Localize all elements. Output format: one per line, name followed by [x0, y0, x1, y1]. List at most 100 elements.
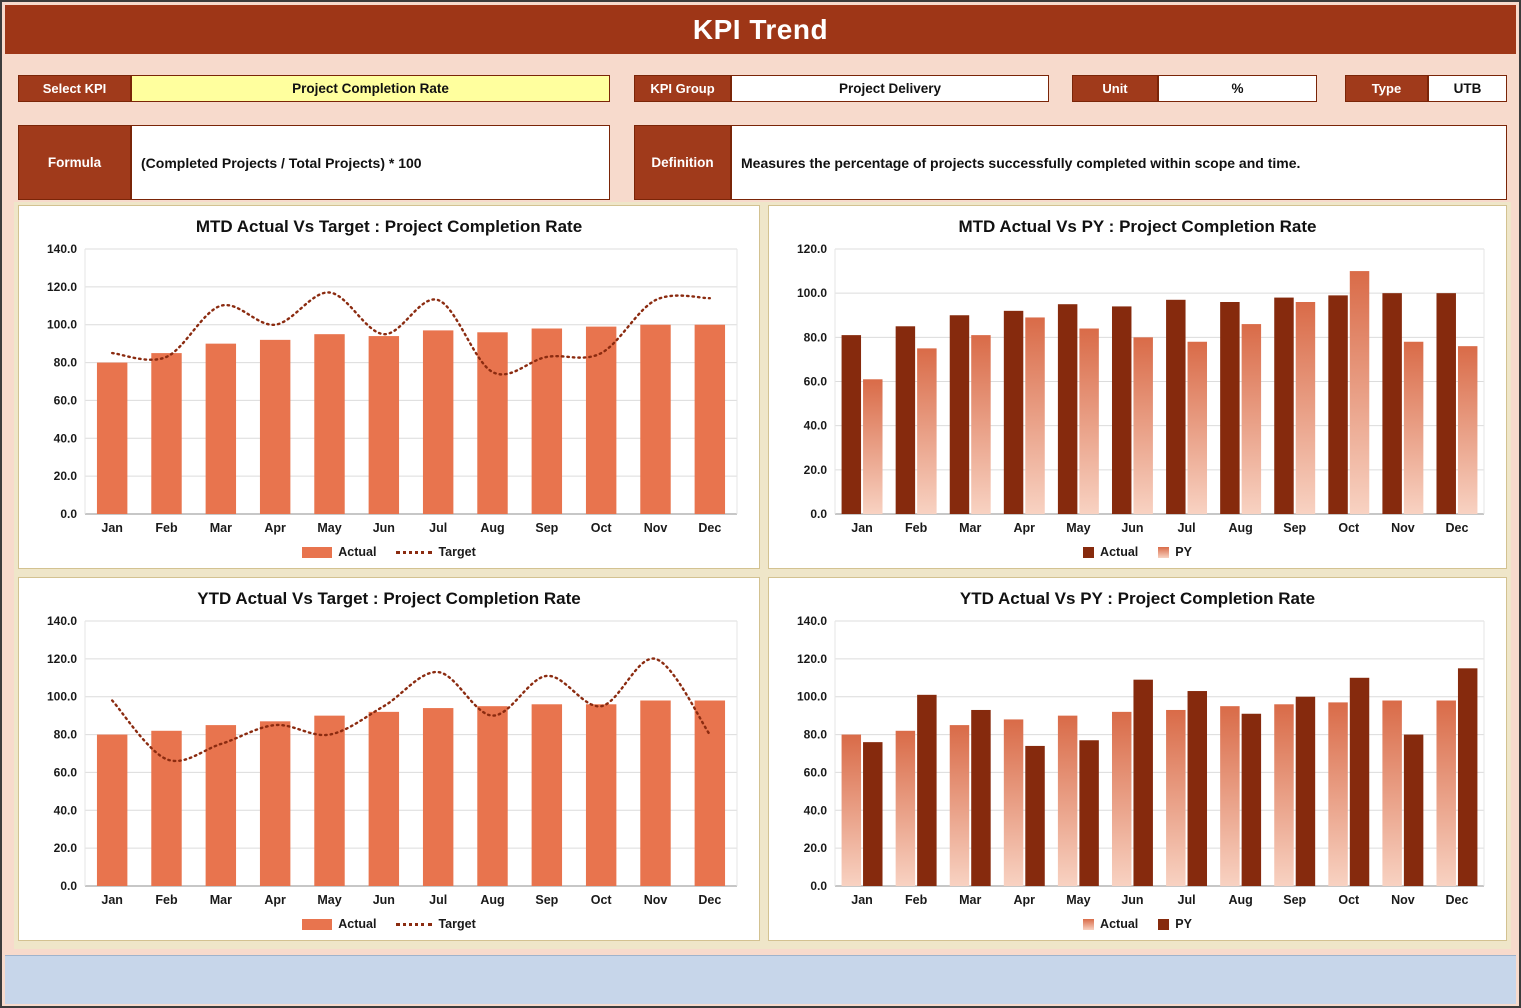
legend-item-actual: Actual [1083, 917, 1138, 931]
legend-item-py: PY [1158, 917, 1192, 931]
select-kpi-label: Select KPI [18, 75, 131, 102]
legend-item-target: Target [396, 917, 476, 931]
svg-text:60.0: 60.0 [54, 393, 78, 407]
formula-value: (Completed Projects / Total Projects) * … [131, 125, 610, 200]
svg-text:100.0: 100.0 [797, 690, 827, 704]
legend-target-line-swatch [396, 922, 433, 926]
svg-text:Sep: Sep [535, 893, 558, 907]
select-kpi-dropdown[interactable]: Project Completion Rate [131, 75, 610, 102]
legend-bar-swatch [1083, 918, 1095, 930]
svg-text:Oct: Oct [1338, 893, 1360, 907]
svg-text:Aug: Aug [1228, 521, 1252, 535]
svg-text:Feb: Feb [155, 893, 178, 907]
svg-text:May: May [317, 521, 341, 535]
legend-item-actual: Actual [302, 545, 376, 559]
svg-text:Mar: Mar [959, 521, 981, 535]
legend-bar-swatch [302, 918, 333, 930]
svg-text:120.0: 120.0 [797, 242, 827, 256]
svg-text:40.0: 40.0 [54, 803, 78, 817]
svg-text:100.0: 100.0 [47, 318, 77, 332]
svg-text:60.0: 60.0 [804, 765, 828, 779]
chart-title-ytd-py: YTD Actual Vs PY : Project Completion Ra… [959, 589, 1316, 608]
svg-text:Nov: Nov [644, 893, 668, 907]
svg-text:Nov: Nov [644, 521, 668, 535]
svg-text:Nov: Nov [1391, 893, 1415, 907]
chart-title-ytd-target: YTD Actual Vs Target : Project Completio… [197, 589, 581, 608]
type-value: UTB [1428, 75, 1507, 102]
svg-text:Aug: Aug [480, 893, 504, 907]
svg-text:Mar: Mar [210, 521, 232, 535]
legend-item-actual: Actual [302, 917, 376, 931]
svg-text:Oct: Oct [1338, 521, 1360, 535]
svg-text:20.0: 20.0 [804, 841, 828, 855]
svg-text:Jan: Jan [101, 893, 123, 907]
ytd-actual-vs-target-chart: 0.0 20.0 40.0 60.0 80.0 100.0 120.0 140.0 Jan Feb… [47, 614, 738, 907]
svg-text:Apr: Apr [264, 521, 286, 535]
ytd-actual-vs-py-chart: 0.0 20.0 40.0 60.0 80.0 100.0 120.0 140.0 Jan Feb… [797, 614, 1485, 907]
svg-text:Aug: Aug [480, 521, 504, 535]
svg-text:120.0: 120.0 [47, 652, 77, 666]
svg-text:0.0: 0.0 [60, 507, 77, 521]
svg-text:Apr: Apr [264, 893, 286, 907]
svg-text:Jul: Jul [1178, 521, 1196, 535]
bottom-strip [5, 955, 1516, 1004]
svg-text:0.0: 0.0 [60, 879, 77, 893]
chart-panel-ytd-actual-vs-py: YTD Actual Vs PY : Project Completion Ra… [768, 577, 1507, 941]
unit-label: Unit [1072, 75, 1158, 102]
svg-text:20.0: 20.0 [54, 469, 78, 483]
svg-text:60.0: 60.0 [804, 375, 828, 389]
mtd-actual-vs-target-chart: 0.0 20.0 40.0 60.0 80.0 100.0 120.0 140.0 Jan Feb… [47, 242, 738, 535]
legend-item-py: PY [1158, 545, 1192, 559]
svg-text:May: May [1066, 521, 1090, 535]
svg-text:Jun: Jun [373, 521, 395, 535]
svg-text:Apr: Apr [1014, 521, 1036, 535]
svg-text:20.0: 20.0 [54, 841, 78, 855]
svg-text:140.0: 140.0 [47, 242, 77, 256]
svg-text:Jan: Jan [101, 521, 123, 535]
svg-text:Jan: Jan [851, 521, 873, 535]
chart-legend-ytd-target: Actual Target [27, 912, 751, 936]
svg-text:May: May [317, 893, 341, 907]
formula-label: Formula [18, 125, 131, 200]
legend-bar-swatch [1158, 918, 1170, 930]
svg-text:40.0: 40.0 [804, 419, 828, 433]
svg-text:Feb: Feb [905, 893, 928, 907]
svg-text:Jun: Jun [1121, 521, 1143, 535]
svg-text:0.0: 0.0 [810, 507, 827, 521]
legend-bar-swatch [1083, 546, 1095, 558]
svg-text:80.0: 80.0 [804, 330, 828, 344]
svg-text:100.0: 100.0 [47, 690, 77, 704]
svg-text:Dec: Dec [698, 893, 721, 907]
chart-legend-ytd-py: Actual PY [777, 912, 1498, 936]
svg-text:Feb: Feb [155, 521, 178, 535]
svg-text:Feb: Feb [905, 521, 928, 535]
svg-text:Jul: Jul [429, 521, 447, 535]
svg-text:20.0: 20.0 [804, 463, 828, 477]
svg-text:Apr: Apr [1014, 893, 1036, 907]
kpi-group-value: Project Delivery [731, 75, 1049, 102]
chart-title-mtd-target: MTD Actual Vs Target : Project Completio… [195, 217, 583, 236]
chart-panel-mtd-actual-vs-py: MTD Actual Vs PY : Project Completion Ra… [768, 205, 1507, 569]
svg-text:Sep: Sep [1283, 893, 1306, 907]
svg-text:Mar: Mar [959, 893, 981, 907]
svg-text:0.0: 0.0 [810, 879, 827, 893]
svg-text:Aug: Aug [1228, 893, 1252, 907]
svg-text:80.0: 80.0 [804, 728, 828, 742]
type-label: Type [1345, 75, 1428, 102]
page-title: KPI Trend [5, 5, 1516, 54]
svg-text:Oct: Oct [591, 893, 613, 907]
svg-text:Jun: Jun [1121, 893, 1143, 907]
svg-text:Dec: Dec [698, 521, 721, 535]
legend-label: Actual [1100, 917, 1139, 931]
legend-label: PY [1175, 917, 1192, 931]
svg-text:60.0: 60.0 [54, 765, 78, 779]
legend-item-target: Target [396, 545, 476, 559]
legend-label: Actual [338, 545, 377, 559]
svg-text:Dec: Dec [1445, 893, 1468, 907]
svg-text:Oct: Oct [591, 521, 613, 535]
svg-text:120.0: 120.0 [47, 280, 77, 294]
svg-text:140.0: 140.0 [797, 614, 827, 628]
svg-text:Mar: Mar [210, 893, 232, 907]
legend-label: Target [438, 917, 476, 931]
